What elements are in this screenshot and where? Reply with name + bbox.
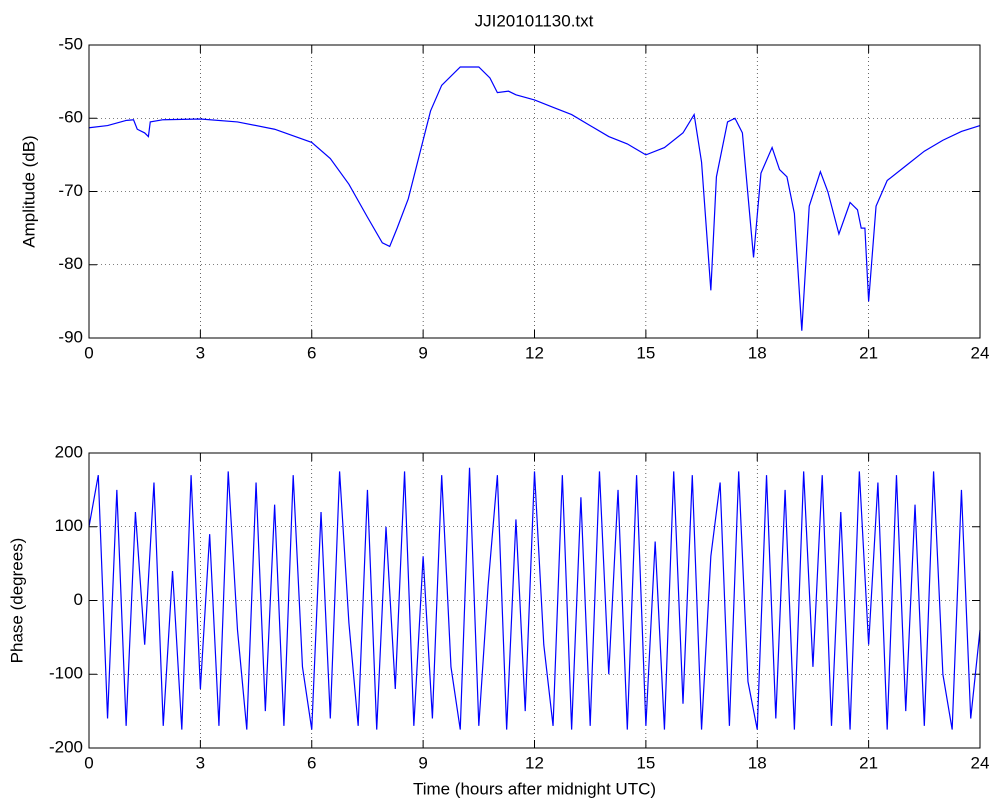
- y-tick-label: 0: [74, 590, 83, 609]
- x-tick-label: 3: [196, 753, 205, 772]
- data-line: [88, 66, 981, 331]
- y-tick-label: 100: [55, 516, 83, 535]
- x-tick-label: 3: [196, 343, 205, 362]
- y-axis-label: Phase (degrees): [7, 538, 26, 664]
- x-tick-label: 0: [84, 343, 93, 362]
- y-tick-label: 200: [55, 442, 83, 461]
- x-tick-label: 24: [971, 753, 990, 772]
- x-tick-label: 21: [859, 343, 878, 362]
- x-tick-label: 0: [84, 753, 93, 772]
- x-tick-label: 12: [525, 753, 544, 772]
- y-tick-label: -60: [58, 108, 83, 127]
- axes-frame: [88, 44, 981, 339]
- data-line: [88, 467, 981, 730]
- chart-title: JJI20101130.txt: [475, 11, 594, 30]
- x-tick-label: 6: [307, 753, 316, 772]
- x-tick-label: 18: [748, 343, 767, 362]
- y-tick-label: -70: [58, 181, 83, 200]
- x-tick-label: 12: [525, 343, 544, 362]
- x-tick-label: 18: [748, 753, 767, 772]
- x-axis-label: Time (hours after midnight UTC): [413, 779, 656, 798]
- x-tick-label: 15: [636, 343, 655, 362]
- y-tick-label: -90: [58, 327, 83, 346]
- x-tick-label: 9: [418, 753, 427, 772]
- y-tick-label: -200: [49, 737, 83, 756]
- axes-frame: [88, 452, 981, 749]
- x-tick-label: 21: [859, 753, 878, 772]
- x-tick-label: 6: [307, 343, 316, 362]
- y-tick-label: -100: [49, 664, 83, 683]
- x-tick-label: 24: [971, 343, 990, 362]
- plot-area: [89, 45, 980, 338]
- y-tick-label: -50: [58, 34, 83, 53]
- x-tick-label: 9: [418, 343, 427, 362]
- y-axis-label: Amplitude (dB): [19, 135, 38, 247]
- y-tick-label: -80: [58, 254, 83, 273]
- x-tick-label: 15: [636, 753, 655, 772]
